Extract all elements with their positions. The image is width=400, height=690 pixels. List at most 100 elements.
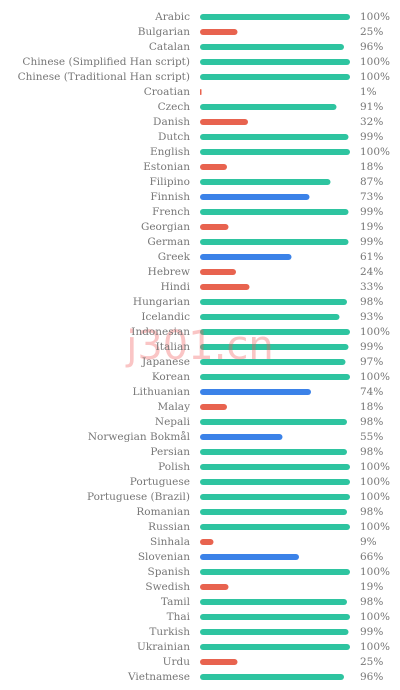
bar	[200, 434, 283, 440]
language-label: Polish	[158, 461, 190, 473]
bar	[200, 134, 349, 140]
value-label: 24%	[360, 266, 383, 278]
language-label: Lithuanian	[133, 386, 191, 398]
bar	[200, 359, 346, 365]
bar	[200, 464, 350, 470]
bar	[200, 44, 344, 50]
value-label: 61%	[360, 251, 383, 263]
bar	[200, 284, 250, 290]
bar	[200, 59, 350, 65]
value-label: 91%	[360, 101, 383, 113]
language-label: Urdu	[163, 656, 191, 668]
value-label: 18%	[360, 401, 383, 413]
value-label: 100%	[360, 56, 390, 68]
bar	[200, 194, 310, 200]
language-label: Georgian	[141, 221, 190, 233]
value-label: 18%	[360, 161, 383, 173]
value-label: 33%	[360, 281, 383, 293]
language-label: Hungarian	[133, 296, 190, 308]
value-label: 98%	[360, 596, 383, 608]
language-label: Greek	[158, 251, 191, 263]
language-label: Estonian	[143, 161, 190, 173]
language-label: Romanian	[136, 506, 190, 518]
bar	[200, 119, 248, 125]
language-label: Russian	[148, 521, 190, 533]
bar	[200, 584, 229, 590]
bar	[200, 554, 299, 560]
value-label: 99%	[360, 236, 383, 248]
bar	[200, 629, 349, 635]
bar	[200, 209, 349, 215]
bar	[200, 404, 227, 410]
bar	[200, 479, 350, 485]
language-label: Arabic	[154, 11, 190, 23]
value-label: 100%	[360, 71, 390, 83]
language-label: Portuguese (Brazil)	[87, 491, 190, 503]
language-label: Tamil	[161, 596, 191, 608]
language-label: Bulgarian	[138, 26, 190, 38]
language-label: Czech	[158, 101, 191, 113]
bar	[200, 419, 347, 425]
language-label: Swedish	[145, 581, 190, 593]
language-label: Japanese	[141, 356, 190, 368]
language-label: Icelandic	[141, 311, 190, 323]
bar	[200, 14, 350, 20]
value-label: 32%	[360, 116, 383, 128]
language-label: Portuguese	[130, 476, 190, 488]
bar	[200, 149, 350, 155]
bar	[200, 74, 350, 80]
language-label: Sinhala	[150, 536, 190, 548]
value-label: 97%	[360, 356, 383, 368]
language-label: Croatian	[144, 86, 190, 98]
language-label: Dutch	[158, 131, 190, 143]
bar	[200, 104, 337, 110]
bar	[200, 524, 350, 530]
bar	[200, 29, 238, 35]
value-label: 98%	[360, 416, 383, 428]
value-label: 99%	[360, 206, 383, 218]
language-label: Catalan	[149, 41, 190, 53]
language-label: Indonesian	[131, 326, 190, 338]
value-label: 87%	[360, 176, 383, 188]
value-label: 98%	[360, 446, 383, 458]
bar	[200, 254, 292, 260]
value-label: 25%	[360, 656, 383, 668]
language-label: Chinese (Simplified Han script)	[22, 56, 190, 68]
language-label: Chinese (Traditional Han script)	[18, 71, 190, 83]
bar	[200, 314, 340, 320]
language-label: Nepali	[155, 416, 191, 428]
bar	[200, 89, 202, 95]
bar	[200, 494, 350, 500]
language-label: Slovenian	[138, 551, 190, 563]
value-label: 100%	[360, 521, 390, 533]
value-label: 100%	[360, 326, 390, 338]
bar	[200, 239, 349, 245]
bar	[200, 329, 350, 335]
value-label: 73%	[360, 191, 383, 203]
language-label: Vietnamese	[127, 671, 190, 683]
value-label: 100%	[360, 371, 390, 383]
value-label: 100%	[360, 146, 390, 158]
bar	[200, 599, 347, 605]
bar	[200, 644, 350, 650]
language-label: Turkish	[149, 626, 190, 638]
language-label: English	[150, 146, 190, 158]
bar	[200, 659, 238, 665]
bar	[200, 344, 349, 350]
bar	[200, 674, 344, 680]
bar	[200, 569, 350, 575]
bar	[200, 164, 227, 170]
language-label: Malay	[157, 401, 190, 413]
bar	[200, 539, 214, 545]
language-label: French	[152, 206, 190, 218]
language-label: Italian	[156, 341, 191, 353]
value-label: 100%	[360, 461, 390, 473]
language-label: German	[147, 236, 190, 248]
value-label: 100%	[360, 11, 390, 23]
value-label: 25%	[360, 26, 383, 38]
language-label: Thai	[167, 611, 191, 623]
value-label: 93%	[360, 311, 383, 323]
value-label: 99%	[360, 131, 383, 143]
value-label: 100%	[360, 491, 390, 503]
